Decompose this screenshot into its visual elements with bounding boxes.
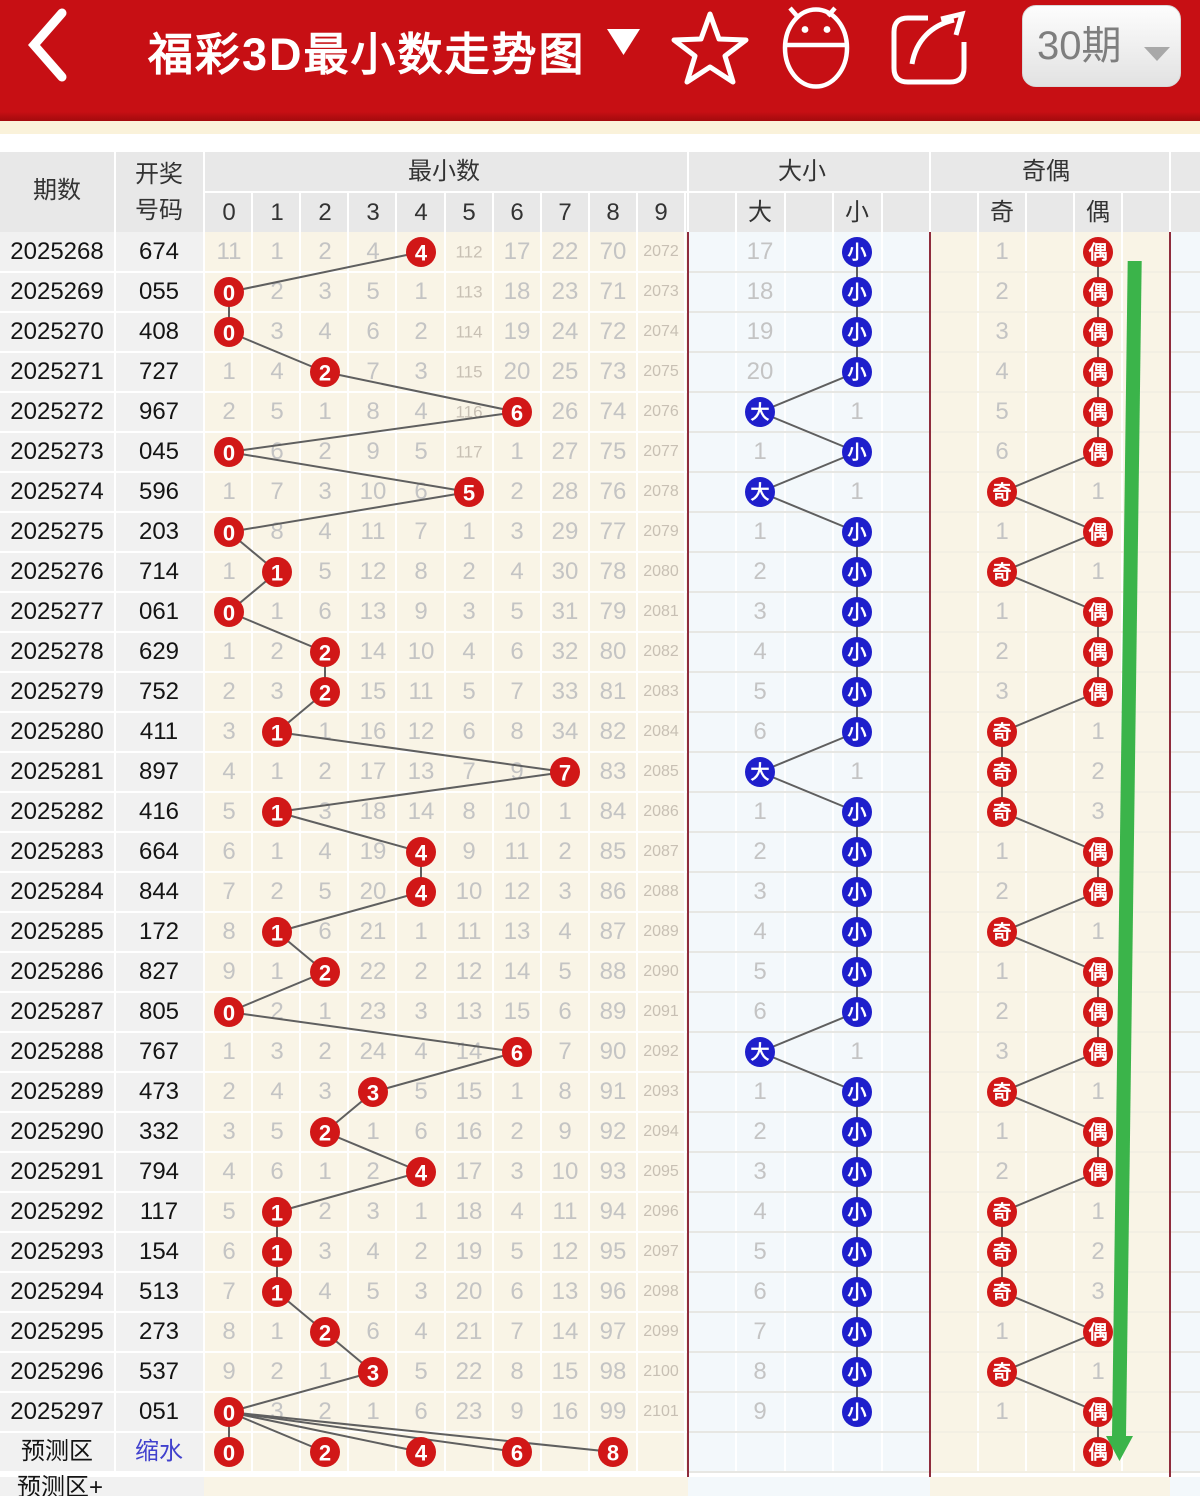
svg-text:2: 2	[319, 361, 331, 386]
svg-text:2: 2	[319, 1441, 331, 1466]
svg-text:偶: 偶	[1088, 401, 1107, 424]
svg-text:4: 4	[415, 1441, 428, 1466]
svg-text:小: 小	[847, 1162, 866, 1184]
svg-text:2: 2	[319, 1121, 331, 1146]
svg-text:4: 4	[415, 241, 428, 266]
svg-text:偶: 偶	[1088, 961, 1107, 984]
svg-text:小: 小	[847, 362, 866, 384]
svg-text:小: 小	[847, 522, 866, 544]
svg-text:0: 0	[223, 1001, 235, 1026]
svg-text:1: 1	[271, 1241, 283, 1266]
svg-text:小: 小	[847, 1242, 866, 1264]
svg-text:偶: 偶	[1088, 681, 1107, 704]
svg-text:3: 3	[367, 1361, 379, 1386]
svg-text:小: 小	[847, 1362, 866, 1384]
svg-text:偶: 偶	[1088, 321, 1107, 344]
svg-text:大: 大	[750, 481, 769, 504]
svg-text:3: 3	[367, 1081, 379, 1106]
svg-text:1: 1	[271, 921, 283, 946]
svg-text:大: 大	[750, 401, 769, 424]
svg-text:0: 0	[223, 1401, 235, 1426]
svg-text:1: 1	[271, 1281, 283, 1306]
svg-text:小: 小	[847, 242, 866, 264]
svg-text:小: 小	[847, 1002, 866, 1024]
svg-text:奇: 奇	[992, 1241, 1011, 1264]
svg-text:大: 大	[750, 1041, 769, 1064]
svg-text:小: 小	[847, 1122, 866, 1144]
svg-text:偶: 偶	[1088, 1161, 1107, 1184]
svg-text:小: 小	[847, 282, 866, 304]
svg-text:0: 0	[223, 1441, 235, 1466]
svg-text:2: 2	[319, 641, 331, 666]
svg-text:1: 1	[271, 801, 283, 826]
svg-text:偶: 偶	[1088, 881, 1107, 904]
svg-text:偶: 偶	[1088, 1001, 1107, 1024]
svg-text:偶: 偶	[1088, 601, 1107, 624]
svg-text:偶: 偶	[1088, 521, 1107, 544]
svg-text:偶: 偶	[1088, 841, 1107, 864]
svg-text:小: 小	[847, 802, 866, 824]
svg-text:奇: 奇	[992, 1281, 1011, 1304]
svg-text:6: 6	[511, 1441, 523, 1466]
svg-text:小: 小	[847, 922, 866, 944]
svg-text:偶: 偶	[1088, 1041, 1107, 1064]
svg-text:奇: 奇	[992, 481, 1011, 504]
svg-text:小: 小	[847, 1322, 866, 1344]
svg-text:偶: 偶	[1088, 1441, 1107, 1464]
svg-text:小: 小	[847, 1082, 866, 1104]
svg-text:奇: 奇	[992, 561, 1011, 584]
svg-text:7: 7	[559, 761, 571, 786]
svg-text:偶: 偶	[1088, 641, 1107, 664]
svg-text:奇: 奇	[992, 721, 1011, 744]
svg-text:小: 小	[847, 562, 866, 584]
svg-text:0: 0	[223, 441, 235, 466]
svg-text:偶: 偶	[1088, 1121, 1107, 1144]
svg-text:2: 2	[319, 681, 331, 706]
svg-text:6: 6	[511, 1041, 523, 1066]
svg-text:4: 4	[415, 1161, 428, 1186]
svg-text:5: 5	[463, 481, 475, 506]
svg-text:4: 4	[415, 881, 428, 906]
svg-text:小: 小	[847, 682, 866, 704]
svg-text:奇: 奇	[992, 1081, 1011, 1104]
svg-text:6: 6	[511, 401, 523, 426]
svg-text:奇: 奇	[992, 761, 1011, 784]
svg-text:偶: 偶	[1088, 441, 1107, 464]
svg-text:0: 0	[223, 321, 235, 346]
svg-text:0: 0	[223, 281, 235, 306]
svg-text:大: 大	[750, 761, 769, 784]
svg-text:奇: 奇	[992, 801, 1011, 824]
svg-text:小: 小	[847, 642, 866, 664]
svg-text:小: 小	[847, 1402, 866, 1424]
svg-text:小: 小	[847, 602, 866, 624]
svg-text:小: 小	[847, 442, 866, 464]
svg-text:小: 小	[847, 322, 866, 344]
svg-text:奇: 奇	[992, 1361, 1011, 1384]
svg-text:偶: 偶	[1088, 1321, 1107, 1344]
svg-text:小: 小	[847, 842, 866, 864]
svg-text:偶: 偶	[1088, 241, 1107, 264]
svg-text:0: 0	[223, 601, 235, 626]
svg-text:小: 小	[847, 962, 866, 984]
svg-text:偶: 偶	[1088, 1401, 1107, 1424]
svg-text:小: 小	[847, 1202, 866, 1224]
svg-text:小: 小	[847, 722, 866, 744]
svg-text:偶: 偶	[1088, 361, 1107, 384]
svg-text:小: 小	[847, 882, 866, 904]
svg-text:1: 1	[271, 721, 283, 746]
svg-text:4: 4	[415, 841, 428, 866]
svg-text:奇: 奇	[992, 1201, 1011, 1224]
svg-text:奇: 奇	[992, 921, 1011, 944]
svg-text:2: 2	[319, 961, 331, 986]
svg-text:1: 1	[271, 561, 283, 586]
svg-text:小: 小	[847, 1282, 866, 1304]
svg-text:偶: 偶	[1088, 281, 1107, 304]
svg-text:8: 8	[607, 1441, 619, 1466]
svg-text:0: 0	[223, 521, 235, 546]
svg-text:2: 2	[319, 1321, 331, 1346]
svg-text:1: 1	[271, 1201, 283, 1226]
